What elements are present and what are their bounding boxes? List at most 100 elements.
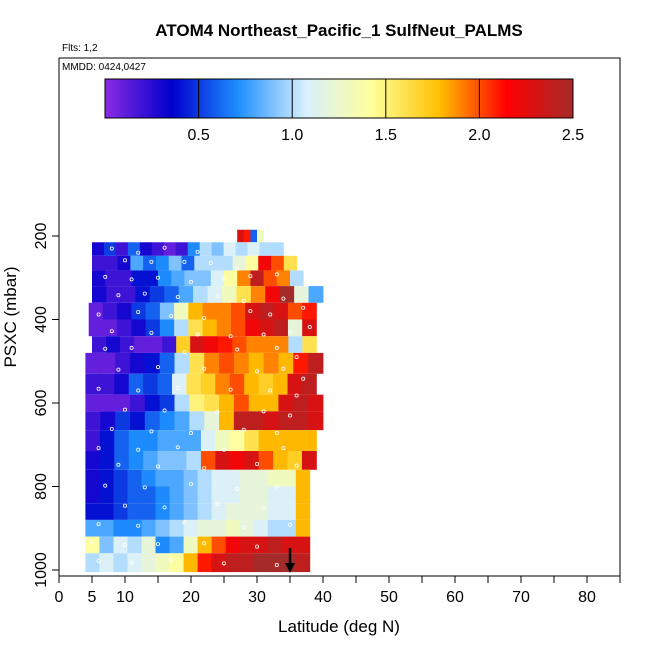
- heatmap-cell: [237, 229, 245, 243]
- heatmap-cell: [253, 469, 269, 487]
- heatmap-cell: [239, 553, 255, 573]
- sample-point: [136, 447, 141, 452]
- heatmap-cell: [189, 352, 205, 374]
- y-axis: 200 400 600 800 1000: [33, 223, 59, 588]
- heatmap-cell: [194, 255, 208, 271]
- heatmap-cell: [129, 394, 146, 412]
- heatmap-cell: [197, 270, 212, 287]
- heatmap-cell: [197, 519, 213, 537]
- heatmap-cell: [155, 503, 170, 520]
- heatmap-cell: [207, 286, 223, 303]
- heatmap-cell: [169, 519, 184, 537]
- x-tick-label: 20: [182, 589, 200, 606]
- heatmap-cell: [225, 553, 241, 573]
- heatmap-cell: [190, 336, 205, 353]
- heatmap-cell: [216, 302, 232, 320]
- sample-point: [221, 276, 226, 281]
- heatmap-cell: [308, 286, 324, 303]
- heatmap-cell: [243, 229, 251, 243]
- heatmap-cell: [279, 286, 295, 303]
- heatmap-cell: [120, 336, 135, 353]
- heatmap-cell: [193, 286, 208, 303]
- marker-arrow: [285, 548, 295, 573]
- heatmap-cell: [143, 451, 158, 470]
- heatmap-cell: [155, 255, 170, 271]
- colorbar-ticks: 0.5 1.0 1.5 2.0 2.5: [187, 79, 584, 144]
- heatmap-cell: [202, 319, 218, 337]
- heatmap-cell: [164, 286, 180, 303]
- sample-point: [301, 305, 306, 310]
- sample-point: [254, 544, 259, 549]
- heatmap-cell: [174, 394, 190, 412]
- heatmap-cell: [169, 469, 184, 487]
- heatmap-cell: [85, 352, 101, 374]
- heatmap-cell: [115, 242, 129, 256]
- sample-point: [103, 483, 108, 488]
- plot-frame: [58, 57, 621, 577]
- sample-point: [241, 525, 246, 530]
- heatmap-cell: [259, 302, 275, 320]
- sample-point: [268, 312, 273, 317]
- sample-point: [188, 279, 193, 284]
- heatmap-cell: [100, 352, 116, 374]
- heatmap-cell: [215, 373, 231, 395]
- sample-point: [129, 345, 134, 350]
- heatmap-cell: [295, 503, 311, 520]
- x-tick-label: 40: [314, 589, 332, 606]
- heatmap-cell: [99, 486, 114, 504]
- sample-point: [221, 561, 226, 566]
- sample-point: [235, 487, 240, 492]
- sample-point: [142, 485, 147, 490]
- heatmap-cell: [172, 451, 187, 470]
- sample-point: [109, 329, 114, 334]
- heatmap-cell: [232, 336, 247, 353]
- mmdd-annotation: MMDD: 0424,0427: [62, 62, 146, 73]
- sample-point: [274, 431, 279, 436]
- heatmap-cell: [169, 503, 184, 520]
- heatmap-cell: [233, 352, 250, 374]
- sample-point: [96, 522, 101, 527]
- heatmap-cell: [295, 553, 311, 573]
- sample-point: [129, 560, 134, 565]
- marker-arrow-head: [285, 563, 295, 573]
- heatmap-cell: [114, 451, 130, 470]
- heatmap-cell: [117, 255, 131, 271]
- sample-point: [254, 369, 259, 374]
- heatmap-cell: [129, 352, 146, 374]
- heatmap-cell: [106, 286, 122, 303]
- heatmap-cell: [183, 536, 198, 554]
- heatmap-cell: [92, 255, 106, 271]
- heatmap-cell: [141, 553, 156, 573]
- heatmap-cell: [200, 451, 216, 470]
- heatmap-cell: [178, 286, 194, 303]
- heatmap-cell: [258, 451, 274, 470]
- heatmap-cell: [302, 336, 317, 353]
- heatmap-cell: [114, 373, 130, 395]
- heatmap-cell: [115, 411, 131, 431]
- sample-point: [241, 427, 246, 432]
- sample-points: [90, 245, 312, 567]
- sample-point: [182, 520, 187, 525]
- sample-point: [175, 445, 180, 450]
- y-tick-label: 400: [33, 306, 50, 333]
- heatmap-cell: [239, 503, 255, 520]
- heatmap-cell: [99, 451, 115, 470]
- heatmap-cell: [250, 270, 264, 287]
- heatmap-cell: [85, 451, 101, 470]
- heatmap-cell: [244, 430, 260, 452]
- sample-point: [103, 346, 108, 351]
- sample-point: [123, 542, 128, 547]
- x-tick-label: 70: [512, 589, 530, 606]
- heatmap-cell: [105, 270, 119, 287]
- heatmap-cell: [155, 486, 170, 504]
- colorbar-tick-label: 1.0: [281, 127, 303, 144]
- heatmap-cell: [308, 394, 324, 412]
- sample-point: [274, 345, 279, 350]
- heatmap-cell: [216, 319, 232, 337]
- sample-point: [215, 294, 220, 299]
- heatmap-cell: [85, 469, 100, 487]
- heatmap-cell: [253, 553, 269, 573]
- sample-point: [195, 332, 200, 337]
- sample-point: [123, 258, 128, 263]
